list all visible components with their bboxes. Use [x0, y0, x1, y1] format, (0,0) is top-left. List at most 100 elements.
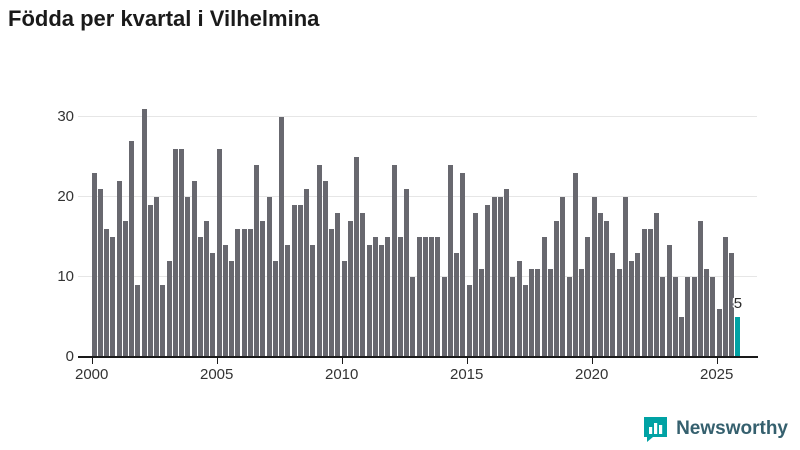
- bar[interactable]: [554, 221, 560, 357]
- bar[interactable]: [416, 237, 422, 357]
- bar[interactable]: [629, 261, 635, 357]
- bar[interactable]: [316, 165, 322, 357]
- bar[interactable]: [141, 109, 147, 357]
- bar[interactable]: [454, 253, 460, 357]
- bar[interactable]: [116, 181, 122, 357]
- bar[interactable]: [579, 269, 585, 357]
- bar[interactable]: [722, 237, 728, 357]
- bar[interactable]: [360, 213, 366, 357]
- bar[interactable]: [604, 221, 610, 357]
- bar[interactable]: [497, 197, 503, 357]
- bar[interactable]: [335, 213, 341, 357]
- bar[interactable]: [704, 269, 710, 357]
- bar[interactable]: [310, 245, 316, 357]
- bar[interactable]: [635, 253, 641, 357]
- bar[interactable]: [460, 173, 466, 357]
- bar[interactable]: [372, 237, 378, 357]
- bar[interactable]: [660, 277, 666, 357]
- bar[interactable]: [491, 197, 497, 357]
- bar[interactable]: [216, 149, 222, 357]
- bar[interactable]: [104, 229, 110, 357]
- bar[interactable]: [710, 277, 716, 357]
- bar[interactable]: [329, 229, 335, 357]
- bar[interactable]: [647, 229, 653, 357]
- bar[interactable]: [204, 221, 210, 357]
- bar[interactable]: [529, 269, 535, 357]
- bar[interactable]: [97, 189, 103, 357]
- bar[interactable]: [429, 237, 435, 357]
- bar[interactable]: [185, 197, 191, 357]
- bar[interactable]: [122, 221, 128, 357]
- bar[interactable]: [304, 189, 310, 357]
- bar[interactable]: [679, 317, 685, 357]
- bar[interactable]: [279, 117, 285, 357]
- bar[interactable]: [435, 237, 441, 357]
- bar[interactable]: [154, 197, 160, 357]
- bar[interactable]: [691, 277, 697, 357]
- bar[interactable]: [210, 253, 216, 357]
- bar[interactable]: [272, 261, 278, 357]
- bar[interactable]: [341, 261, 347, 357]
- bar[interactable]: [91, 173, 97, 357]
- bar[interactable]: [404, 189, 410, 357]
- bar[interactable]: [385, 237, 391, 357]
- bar[interactable]: [466, 285, 472, 357]
- bar[interactable]: [179, 149, 185, 357]
- bar[interactable]: [610, 253, 616, 357]
- bar[interactable]: [397, 237, 403, 357]
- bar[interactable]: [616, 269, 622, 357]
- bar[interactable]: [241, 229, 247, 357]
- bar[interactable]: [522, 285, 528, 357]
- bar[interactable]: [222, 245, 228, 357]
- bar[interactable]: [441, 277, 447, 357]
- bar[interactable]: [447, 165, 453, 357]
- bar[interactable]: [235, 229, 241, 357]
- bar[interactable]: [291, 205, 297, 357]
- bar[interactable]: [197, 237, 203, 357]
- bar[interactable]: [666, 245, 672, 357]
- bar[interactable]: [260, 221, 266, 357]
- bar[interactable]: [379, 245, 385, 357]
- bar[interactable]: [166, 261, 172, 357]
- bar[interactable]: [110, 237, 116, 357]
- newsworthy-logo[interactable]: Newsworthy: [642, 415, 788, 442]
- bar[interactable]: [160, 285, 166, 357]
- bar[interactable]: [510, 277, 516, 357]
- bar[interactable]: [410, 277, 416, 357]
- bar[interactable]: [479, 269, 485, 357]
- bar[interactable]: [172, 149, 178, 357]
- bar[interactable]: [672, 277, 678, 357]
- bar[interactable]: [516, 261, 522, 357]
- bar[interactable]: [504, 189, 510, 357]
- bar[interactable]: [347, 221, 353, 357]
- bar[interactable]: [597, 213, 603, 357]
- bar[interactable]: [191, 181, 197, 357]
- bar[interactable]: [422, 237, 428, 357]
- bar[interactable]: [254, 165, 260, 357]
- bar[interactable]: [354, 157, 360, 357]
- bar[interactable]: [266, 197, 272, 357]
- bar[interactable]: [366, 245, 372, 357]
- bar[interactable]: [566, 277, 572, 357]
- highlighted-bar[interactable]: [735, 317, 741, 357]
- bar[interactable]: [322, 181, 328, 357]
- bar[interactable]: [129, 141, 135, 357]
- bar[interactable]: [391, 165, 397, 357]
- bar[interactable]: [654, 213, 660, 357]
- bar[interactable]: [541, 237, 547, 357]
- bar[interactable]: [472, 213, 478, 357]
- bar[interactable]: [297, 205, 303, 357]
- bar[interactable]: [229, 261, 235, 357]
- bar[interactable]: [572, 173, 578, 357]
- bar[interactable]: [729, 253, 735, 357]
- bar[interactable]: [697, 221, 703, 357]
- bar[interactable]: [285, 245, 291, 357]
- bar[interactable]: [685, 277, 691, 357]
- bar[interactable]: [622, 197, 628, 357]
- bar[interactable]: [147, 205, 153, 357]
- bar[interactable]: [716, 309, 722, 357]
- bar[interactable]: [585, 237, 591, 357]
- bar[interactable]: [485, 205, 491, 357]
- bar[interactable]: [247, 229, 253, 357]
- bar[interactable]: [535, 269, 541, 357]
